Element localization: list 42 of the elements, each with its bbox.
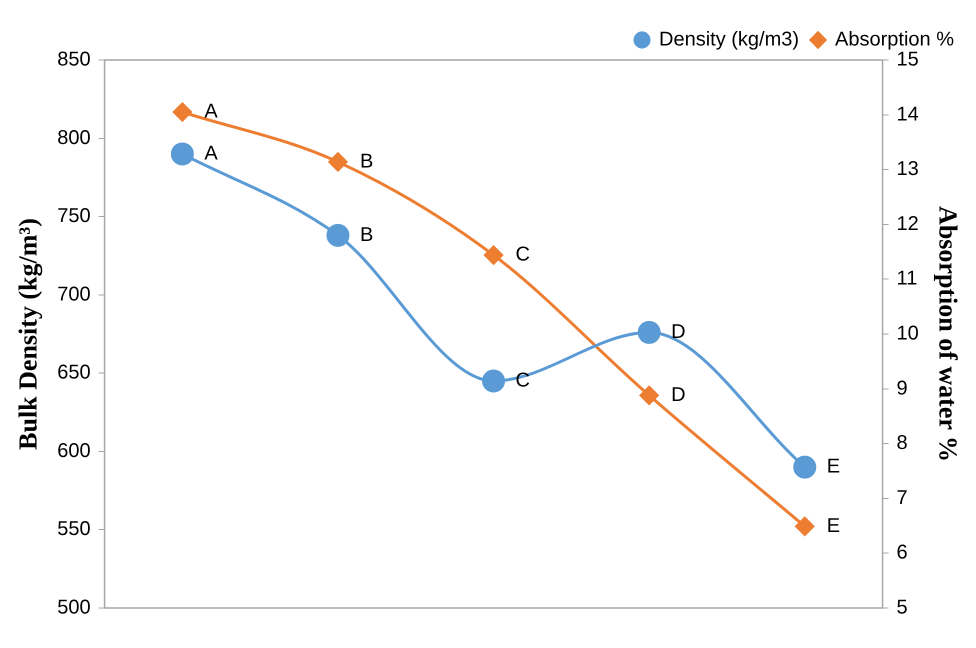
y2-tick-label: 15 [896,48,919,71]
y2-tick-label: 10 [896,322,919,345]
y-tick-label: 650 [57,362,91,384]
point [795,516,814,536]
data-label: D [671,384,686,406]
point [638,320,661,344]
data-label: E [826,456,840,478]
point [170,142,194,166]
y2-tick-label: 13 [896,158,919,180]
y-tick-label: 800 [57,126,91,149]
y2-tick-label: 5 [896,596,908,619]
y2-tick-label: 14 [896,103,919,126]
y2-tick-label: 6 [896,542,908,564]
legend-label: Absorption % [835,28,954,51]
data-label: D [671,320,686,343]
y-axis-title: Bulk Density (kg/m³) [13,218,42,450]
y2-tick-label: 8 [896,432,908,454]
data-label: E [826,514,840,537]
data-label: A [204,100,218,123]
y2-tick-label: 7 [896,486,908,509]
y2-tick-label: 9 [896,377,908,400]
point [172,102,192,122]
data-label: B [360,224,374,246]
y2-axis-title: Absorption of water % [934,206,963,462]
data-label: B [360,150,374,172]
point [484,246,504,265]
y-tick-label: 850 [57,48,91,71]
y2-tick-label: 12 [896,212,919,235]
data-label: C [516,244,530,266]
point [326,224,350,247]
point [328,152,348,172]
point [793,456,816,479]
y-tick-label: 600 [57,440,91,462]
y-tick-label: 700 [57,283,91,306]
point [640,386,659,405]
data-label: A [204,142,218,164]
y-tick-label: 500 [57,596,91,619]
point [482,369,506,392]
legend-label: Density (kg/m3) [659,28,800,51]
y-tick-label: 750 [57,205,91,228]
y2-tick-label: 11 [896,268,918,290]
y-tick-label: 550 [57,518,91,540]
